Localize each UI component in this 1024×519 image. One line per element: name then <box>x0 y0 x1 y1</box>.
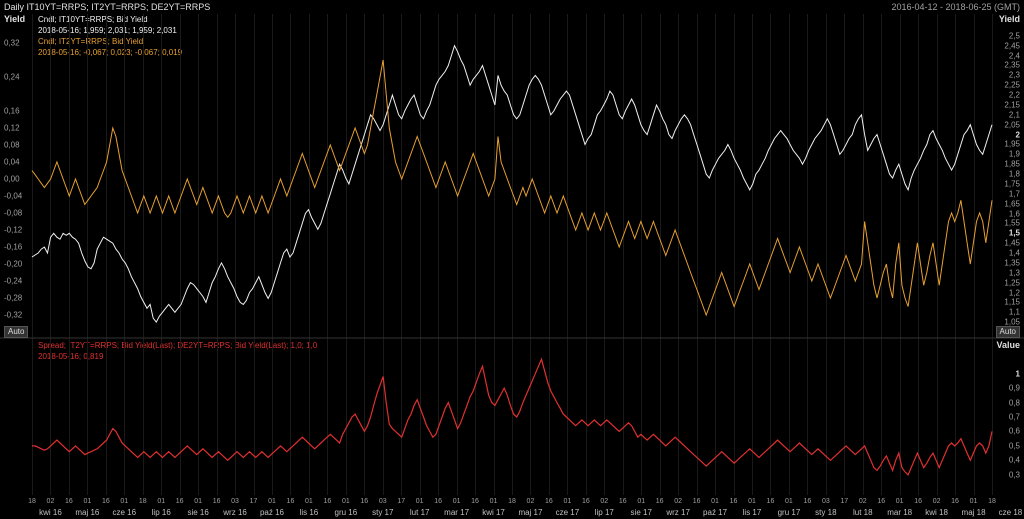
chart-container: Daily IT10YT=RRPS; IT2YT=RRPS; DE2YT=RRP… <box>0 0 1024 519</box>
series-spread <box>32 359 992 475</box>
lower-chart[interactable] <box>0 0 1024 519</box>
auto-button-right[interactable]: Auto <box>996 326 1020 338</box>
auto-button-left[interactable]: Auto <box>4 326 28 338</box>
